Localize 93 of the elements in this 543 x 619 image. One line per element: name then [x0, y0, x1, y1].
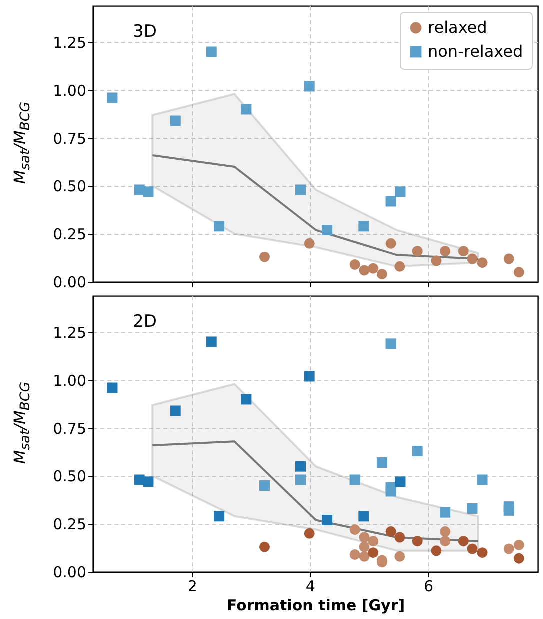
point	[467, 504, 478, 514]
point	[504, 544, 514, 554]
point	[214, 511, 225, 522]
point	[514, 267, 524, 278]
y-tick-label: 0.25	[53, 516, 86, 534]
annotation: 2D	[133, 312, 157, 332]
point	[514, 540, 524, 550]
point	[241, 394, 252, 405]
annotation: 3D	[133, 22, 157, 42]
point	[358, 221, 370, 232]
x-axis-title: Formation time [Gyr]	[226, 596, 406, 614]
point	[504, 254, 514, 264]
point	[477, 474, 488, 486]
point	[376, 458, 388, 468]
y-tick-label: 0.25	[53, 226, 86, 244]
point	[477, 548, 488, 558]
point	[143, 476, 154, 488]
legend-label: relaxed	[428, 18, 488, 37]
point	[107, 92, 118, 104]
y-tick-label: 0.75	[53, 420, 86, 438]
point	[143, 186, 154, 198]
point	[514, 553, 524, 564]
point	[260, 252, 270, 262]
y-tick-label: 0.75	[53, 130, 86, 148]
point	[412, 536, 423, 547]
point	[394, 551, 406, 562]
point	[206, 336, 217, 348]
legend-label: non-relaxed	[428, 42, 524, 61]
y-tick-label: 1.00	[53, 372, 86, 390]
point	[358, 511, 370, 522]
point	[304, 528, 315, 539]
point	[467, 544, 478, 554]
point	[467, 254, 478, 264]
point	[386, 196, 396, 207]
y-tick-label: 0.50	[53, 178, 86, 196]
point	[206, 46, 217, 58]
point	[107, 382, 118, 394]
y-tick-label: 1.00	[53, 82, 86, 100]
point	[386, 486, 396, 497]
point	[260, 542, 270, 552]
y-tick-label: 0.00	[53, 274, 86, 292]
point	[368, 263, 379, 274]
point	[412, 446, 423, 456]
point	[458, 536, 469, 547]
x-tick-label: 6	[424, 578, 434, 596]
point	[504, 505, 514, 516]
x-tick-label: 4	[306, 578, 316, 596]
point	[304, 238, 315, 249]
point	[350, 550, 360, 560]
point	[304, 81, 315, 92]
point	[368, 548, 379, 558]
point	[350, 474, 360, 486]
point	[440, 246, 451, 257]
point	[395, 186, 406, 198]
point	[440, 526, 451, 537]
point	[170, 116, 181, 126]
point	[214, 221, 225, 232]
point	[386, 338, 396, 350]
point	[322, 515, 333, 526]
point	[394, 261, 406, 272]
point	[304, 371, 315, 382]
y-tick-label: 1.25	[53, 324, 86, 342]
point	[322, 225, 333, 236]
point	[296, 184, 306, 196]
point	[394, 532, 406, 543]
point	[359, 551, 370, 562]
point	[241, 104, 252, 115]
point	[458, 246, 469, 257]
point	[359, 542, 370, 552]
y-tick-label: 0.50	[53, 468, 86, 486]
y-tick-label: 0.00	[53, 564, 86, 582]
point	[431, 546, 442, 556]
point	[395, 476, 406, 488]
x-tick-label: 2	[188, 578, 198, 596]
point	[260, 480, 270, 491]
point	[412, 246, 423, 257]
point	[359, 532, 370, 543]
point	[386, 526, 396, 537]
point	[368, 536, 379, 547]
point	[350, 260, 360, 270]
point	[376, 269, 388, 280]
point	[359, 265, 370, 276]
point	[440, 507, 451, 518]
point	[386, 238, 396, 249]
y-tick-label: 1.25	[53, 34, 86, 52]
point	[350, 524, 360, 536]
point	[440, 536, 451, 547]
point	[296, 461, 306, 472]
line-series	[152, 440, 480, 542]
point	[431, 256, 442, 266]
point	[296, 474, 306, 486]
point	[477, 258, 488, 268]
point	[170, 406, 181, 416]
